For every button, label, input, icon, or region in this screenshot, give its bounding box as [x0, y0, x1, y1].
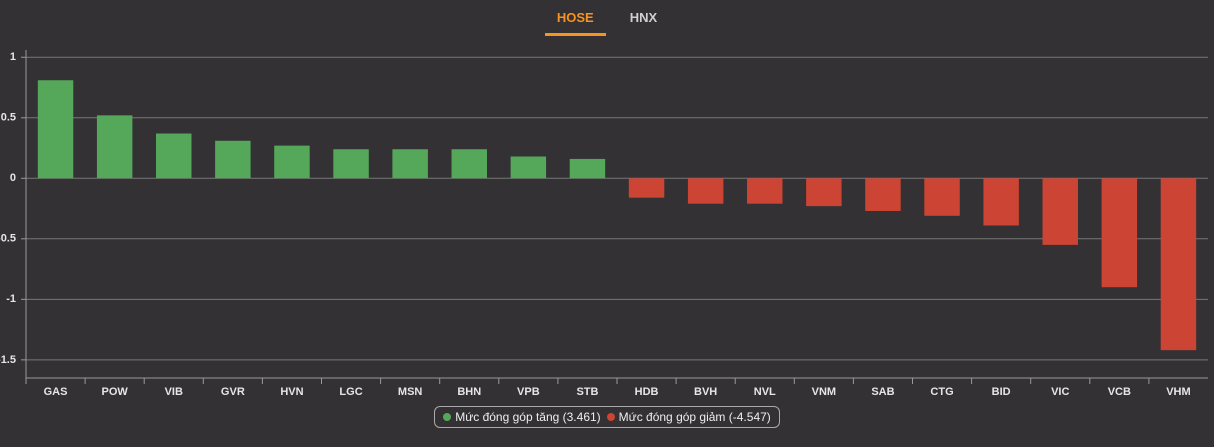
y-tick-label: -1.5 — [0, 354, 16, 366]
bar — [215, 140, 251, 179]
y-tick-label: -0.5 — [0, 233, 16, 245]
bar — [451, 149, 487, 179]
x-tick-label: BVH — [694, 386, 717, 398]
x-tick-label: VIB — [165, 386, 183, 398]
tab[interactable]: HNX — [629, 10, 658, 25]
x-tick-label: MSN — [398, 386, 423, 398]
bar — [1101, 178, 1138, 288]
legend-marker — [443, 413, 452, 421]
x-tick-label: NVL — [754, 386, 776, 398]
bar — [156, 133, 192, 179]
legend: Mức đóng góp tăng (3.461) Mức đóng góp gi… — [0, 406, 1214, 428]
x-tick-label: LGC — [339, 386, 362, 398]
legend-box: Mức đóng góp tăng (3.461) Mức đóng góp gi… — [434, 406, 780, 428]
bar — [747, 178, 783, 204]
bar — [569, 158, 606, 179]
x-tick-label: STB — [576, 386, 598, 398]
legend-item[interactable]: Mức đóng góp tăng (3.461) — [443, 410, 601, 424]
legend-marker — [606, 413, 615, 421]
tabs: HOSE HNX — [0, 6, 1214, 36]
bar — [333, 149, 369, 179]
legend-label: Mức đóng góp tăng (3.461) — [455, 410, 601, 424]
bar — [924, 178, 960, 216]
x-tick-label: CTG — [930, 386, 953, 398]
bar — [687, 178, 724, 204]
bar — [510, 156, 547, 179]
x-tick-label: GAS — [44, 386, 68, 398]
x-tick-label: SAB — [871, 386, 894, 398]
legend-item[interactable]: Mức đóng góp giảm (-4.547) — [606, 410, 771, 424]
y-tick-label: 0 — [10, 172, 16, 184]
bar — [865, 178, 901, 211]
y-tick-label: 1 — [10, 51, 16, 63]
bar — [628, 178, 665, 198]
legend-label: Mức đóng góp giảm (-4.547) — [618, 410, 771, 424]
x-tick-label: BHN — [457, 386, 481, 398]
bar — [806, 178, 842, 207]
x-tick-label: POW — [102, 386, 129, 398]
bar — [37, 80, 74, 179]
bar — [1160, 178, 1197, 351]
x-tick-label: VPB — [517, 386, 540, 398]
bar — [274, 145, 310, 179]
y-tick-label: 0.5 — [1, 112, 16, 124]
y-tick-label: -1 — [6, 293, 16, 305]
x-tick-label: VIC — [1051, 386, 1069, 398]
bar — [96, 115, 133, 179]
bar — [392, 149, 428, 179]
x-tick-label: GVR — [221, 386, 245, 398]
bar — [983, 178, 1019, 226]
x-tick-label: VHM — [1166, 386, 1190, 398]
x-tick-label: BID — [992, 386, 1011, 398]
tab[interactable]: HOSE — [544, 6, 606, 36]
bar — [1042, 178, 1078, 245]
x-tick-label: VNM — [812, 386, 836, 398]
x-tick-label: HVN — [280, 386, 303, 398]
x-tick-label: HDB — [635, 386, 659, 398]
x-tick-label: VCB — [1108, 386, 1131, 398]
